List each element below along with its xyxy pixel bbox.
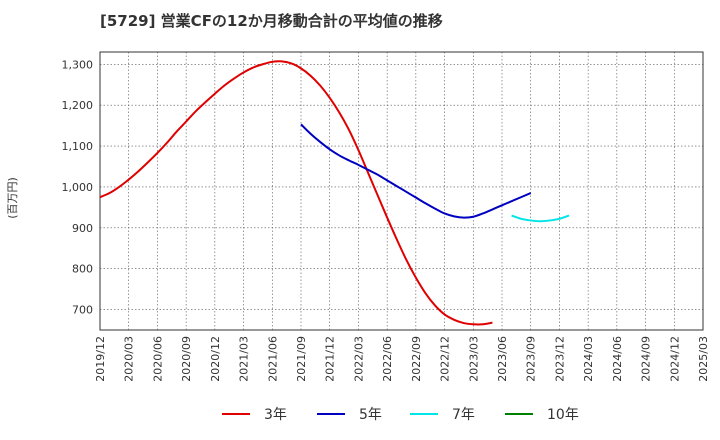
y-tick-label: 1,200: [62, 99, 94, 112]
x-tick-label: 2024/12: [668, 336, 681, 382]
x-tick-label: 2021/03: [238, 336, 251, 382]
y-tick-label: 1,300: [62, 58, 94, 71]
y-tick-label: 900: [72, 222, 93, 235]
y-tick-label: 1,000: [62, 181, 94, 194]
axes: 700 800 900 1,000 1,100 1,200 1,300 2019/12 2020…: [62, 51, 710, 382]
x-tick-label: 2021/06: [266, 336, 279, 382]
y-tick-label: 700: [72, 304, 93, 317]
x-tick-label: 2022/09: [410, 336, 423, 382]
x-tick-label: 2023/03: [467, 336, 480, 382]
legend-label: 7年: [452, 407, 475, 423]
x-tick-label: 2025/03: [697, 336, 710, 382]
y-axis-label: (百万円): [6, 177, 19, 219]
x-tick-label: 2024/09: [640, 336, 653, 382]
series-line-5年: [300, 123, 532, 219]
y-tick-label: 800: [72, 263, 93, 276]
x-tick-label: 2022/03: [352, 336, 365, 382]
series-line-7年: [511, 214, 570, 223]
x-tick-label: 2020/06: [151, 336, 164, 382]
plot-frame: [99, 51, 704, 331]
x-tick-label: 2019/12: [94, 336, 107, 382]
grid: [100, 52, 703, 330]
x-tick-label: 2024/03: [582, 336, 595, 382]
x-tick-label: 2020/09: [180, 336, 193, 382]
legend: 3年 5年 7年 10年: [222, 407, 579, 423]
legend-label: 3年: [264, 407, 287, 423]
legend-label: 10年: [547, 407, 579, 423]
x-tick-label: 2022/12: [439, 336, 452, 382]
y-tick-label: 1,100: [62, 140, 94, 153]
x-tick-label: 2024/06: [611, 336, 624, 382]
chart-title: [5729] 営業CFの12か月移動合計の平均値の推移: [100, 12, 443, 30]
x-tick-label: 2021/12: [324, 336, 337, 382]
x-tick-label: 2023/06: [496, 336, 509, 382]
legend-label: 5年: [359, 407, 382, 423]
x-tick-label: 2022/06: [381, 336, 394, 382]
x-tick-label: 2020/12: [209, 336, 222, 382]
x-tick-label: 2023/09: [525, 336, 538, 382]
x-tick-label: 2023/12: [553, 336, 566, 382]
x-tick-label: 2020/03: [123, 336, 136, 382]
series-line-3年: [99, 60, 493, 326]
series-group: [99, 60, 570, 326]
x-tick-label: 2021/09: [295, 336, 308, 382]
